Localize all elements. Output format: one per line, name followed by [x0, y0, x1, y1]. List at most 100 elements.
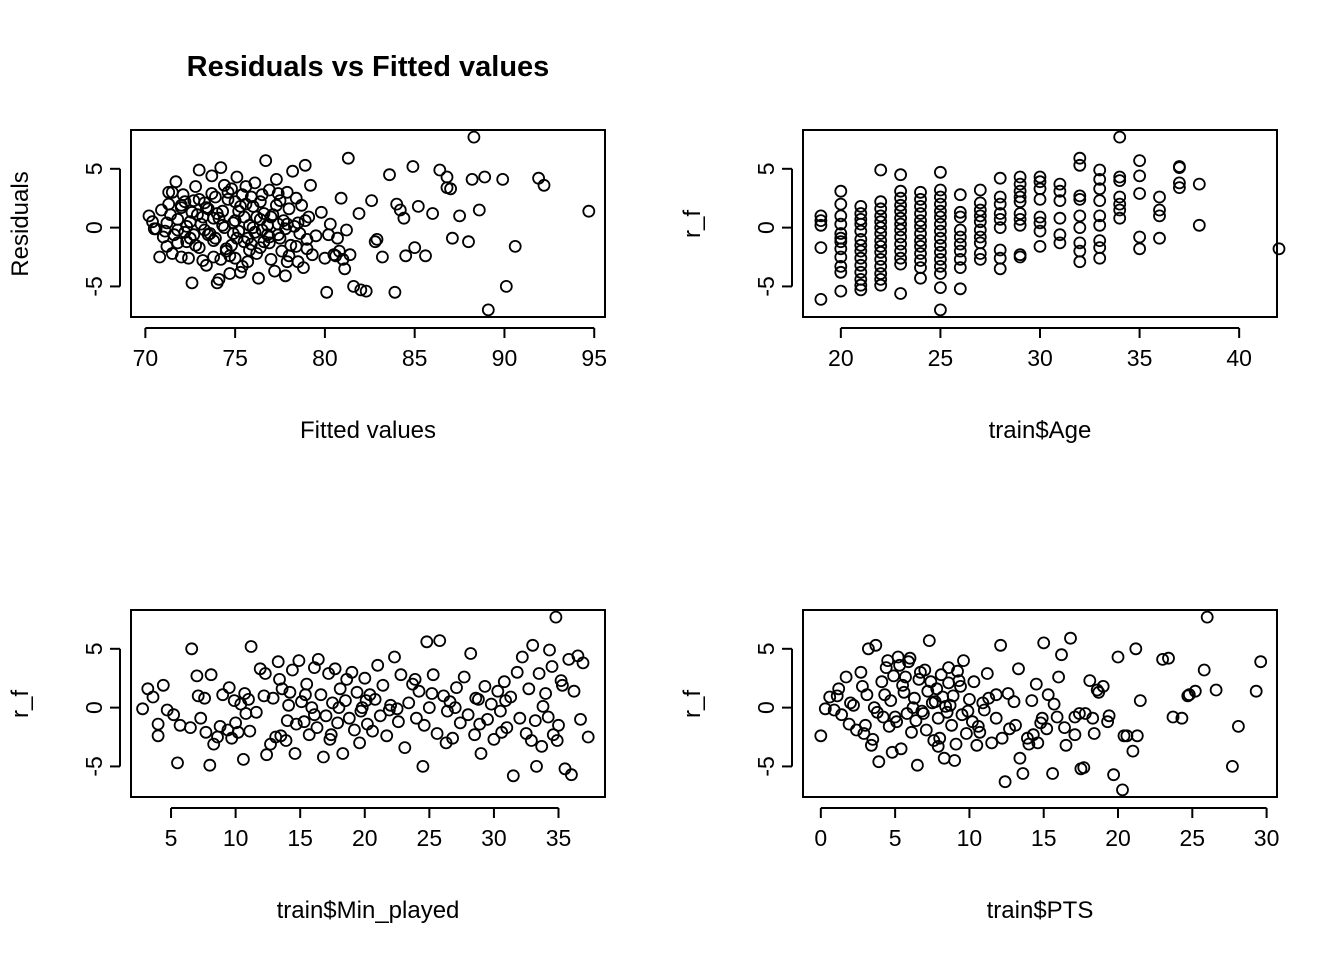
x-axis-label: train$PTS	[987, 897, 1094, 924]
data-point	[274, 729, 288, 743]
data-point	[917, 707, 930, 720]
data-point	[953, 282, 967, 296]
data-point	[854, 251, 868, 265]
data-point	[319, 709, 333, 723]
data-point	[1040, 722, 1054, 736]
x-tick-label: 35	[546, 825, 572, 851]
y-tick-label: 5	[81, 162, 107, 175]
data-point	[893, 658, 906, 672]
data-point	[1153, 209, 1166, 223]
data-point	[221, 185, 235, 199]
data-point	[943, 698, 957, 712]
data-point	[1272, 242, 1286, 256]
y-axis: -5 0 5	[753, 642, 793, 777]
y-axis: -5 0 5	[81, 162, 121, 297]
data-point	[814, 729, 828, 743]
data-point	[506, 769, 520, 783]
data-point	[461, 708, 475, 722]
data-point	[328, 662, 342, 676]
data-point	[980, 667, 994, 680]
data-point	[383, 168, 396, 182]
data-point	[522, 682, 536, 696]
data-point	[854, 244, 868, 258]
data-point	[1013, 170, 1027, 184]
data-point	[914, 207, 927, 220]
data-point	[525, 734, 538, 747]
data-point	[282, 202, 296, 216]
data-point	[888, 710, 902, 724]
data-point	[205, 187, 219, 200]
data-point	[1113, 190, 1127, 204]
data-point	[222, 681, 236, 694]
data-point	[280, 185, 294, 199]
data-point	[1090, 683, 1104, 697]
data-point	[314, 205, 328, 219]
data-point	[203, 758, 217, 772]
data-point	[1077, 761, 1091, 774]
data-point	[484, 697, 498, 711]
data-point	[834, 250, 848, 264]
data-point	[478, 170, 492, 184]
data-point	[973, 196, 987, 210]
data-point	[973, 223, 987, 237]
data-point	[1073, 255, 1087, 269]
data-point	[556, 678, 569, 692]
data-point	[878, 688, 892, 702]
data-point	[528, 714, 542, 727]
data-point	[453, 209, 467, 223]
data-point	[1113, 211, 1127, 225]
data-point	[204, 668, 218, 682]
data-point	[1156, 653, 1169, 666]
data-point	[440, 704, 454, 718]
data-point	[182, 251, 195, 265]
data-point	[341, 151, 355, 165]
data-point	[234, 265, 247, 279]
data-point	[856, 680, 869, 693]
x-axis: 20 25 30 35 40	[828, 327, 1252, 371]
data-point	[304, 178, 317, 192]
data-point	[354, 283, 368, 297]
data-point	[558, 762, 572, 776]
data-point	[1013, 190, 1027, 204]
data-point	[953, 223, 967, 237]
data-point	[269, 172, 283, 186]
data-point	[940, 705, 954, 719]
data-point	[887, 669, 900, 683]
data-point	[874, 202, 888, 216]
data-point	[208, 190, 222, 204]
data-point	[371, 658, 385, 672]
data-point	[250, 210, 264, 224]
data-point	[241, 255, 255, 269]
x-tick-label: 10	[957, 825, 983, 851]
data-point	[914, 192, 927, 206]
panel-residuals-vs-fitted: Residuals vs Fitted values 70 75 80 85 90 95 …	[7, 51, 607, 444]
data-point	[373, 709, 387, 723]
data-point	[425, 687, 439, 700]
data-point	[934, 245, 947, 259]
data-point	[280, 255, 294, 269]
data-point	[1173, 161, 1186, 175]
data-point	[967, 675, 981, 689]
data-point	[914, 239, 927, 253]
data-point	[257, 207, 271, 220]
data-point	[316, 750, 330, 764]
data-point	[1133, 154, 1146, 168]
data-point	[227, 694, 241, 707]
data-point	[323, 733, 337, 746]
data-point	[919, 723, 933, 737]
data-point	[285, 663, 299, 677]
data-point	[289, 239, 303, 253]
data-point	[496, 172, 510, 186]
data-point	[903, 651, 917, 665]
data-point	[183, 721, 197, 734]
data-point	[847, 698, 860, 712]
data-point	[199, 258, 213, 272]
data-point	[412, 684, 426, 698]
data-point	[282, 249, 296, 263]
data-point	[388, 285, 402, 299]
data-point	[440, 170, 454, 184]
x-tick-label: 25	[1180, 825, 1206, 851]
data-point	[1033, 182, 1047, 196]
y-tick-label: 0	[81, 701, 107, 714]
data-point	[1058, 721, 1071, 734]
